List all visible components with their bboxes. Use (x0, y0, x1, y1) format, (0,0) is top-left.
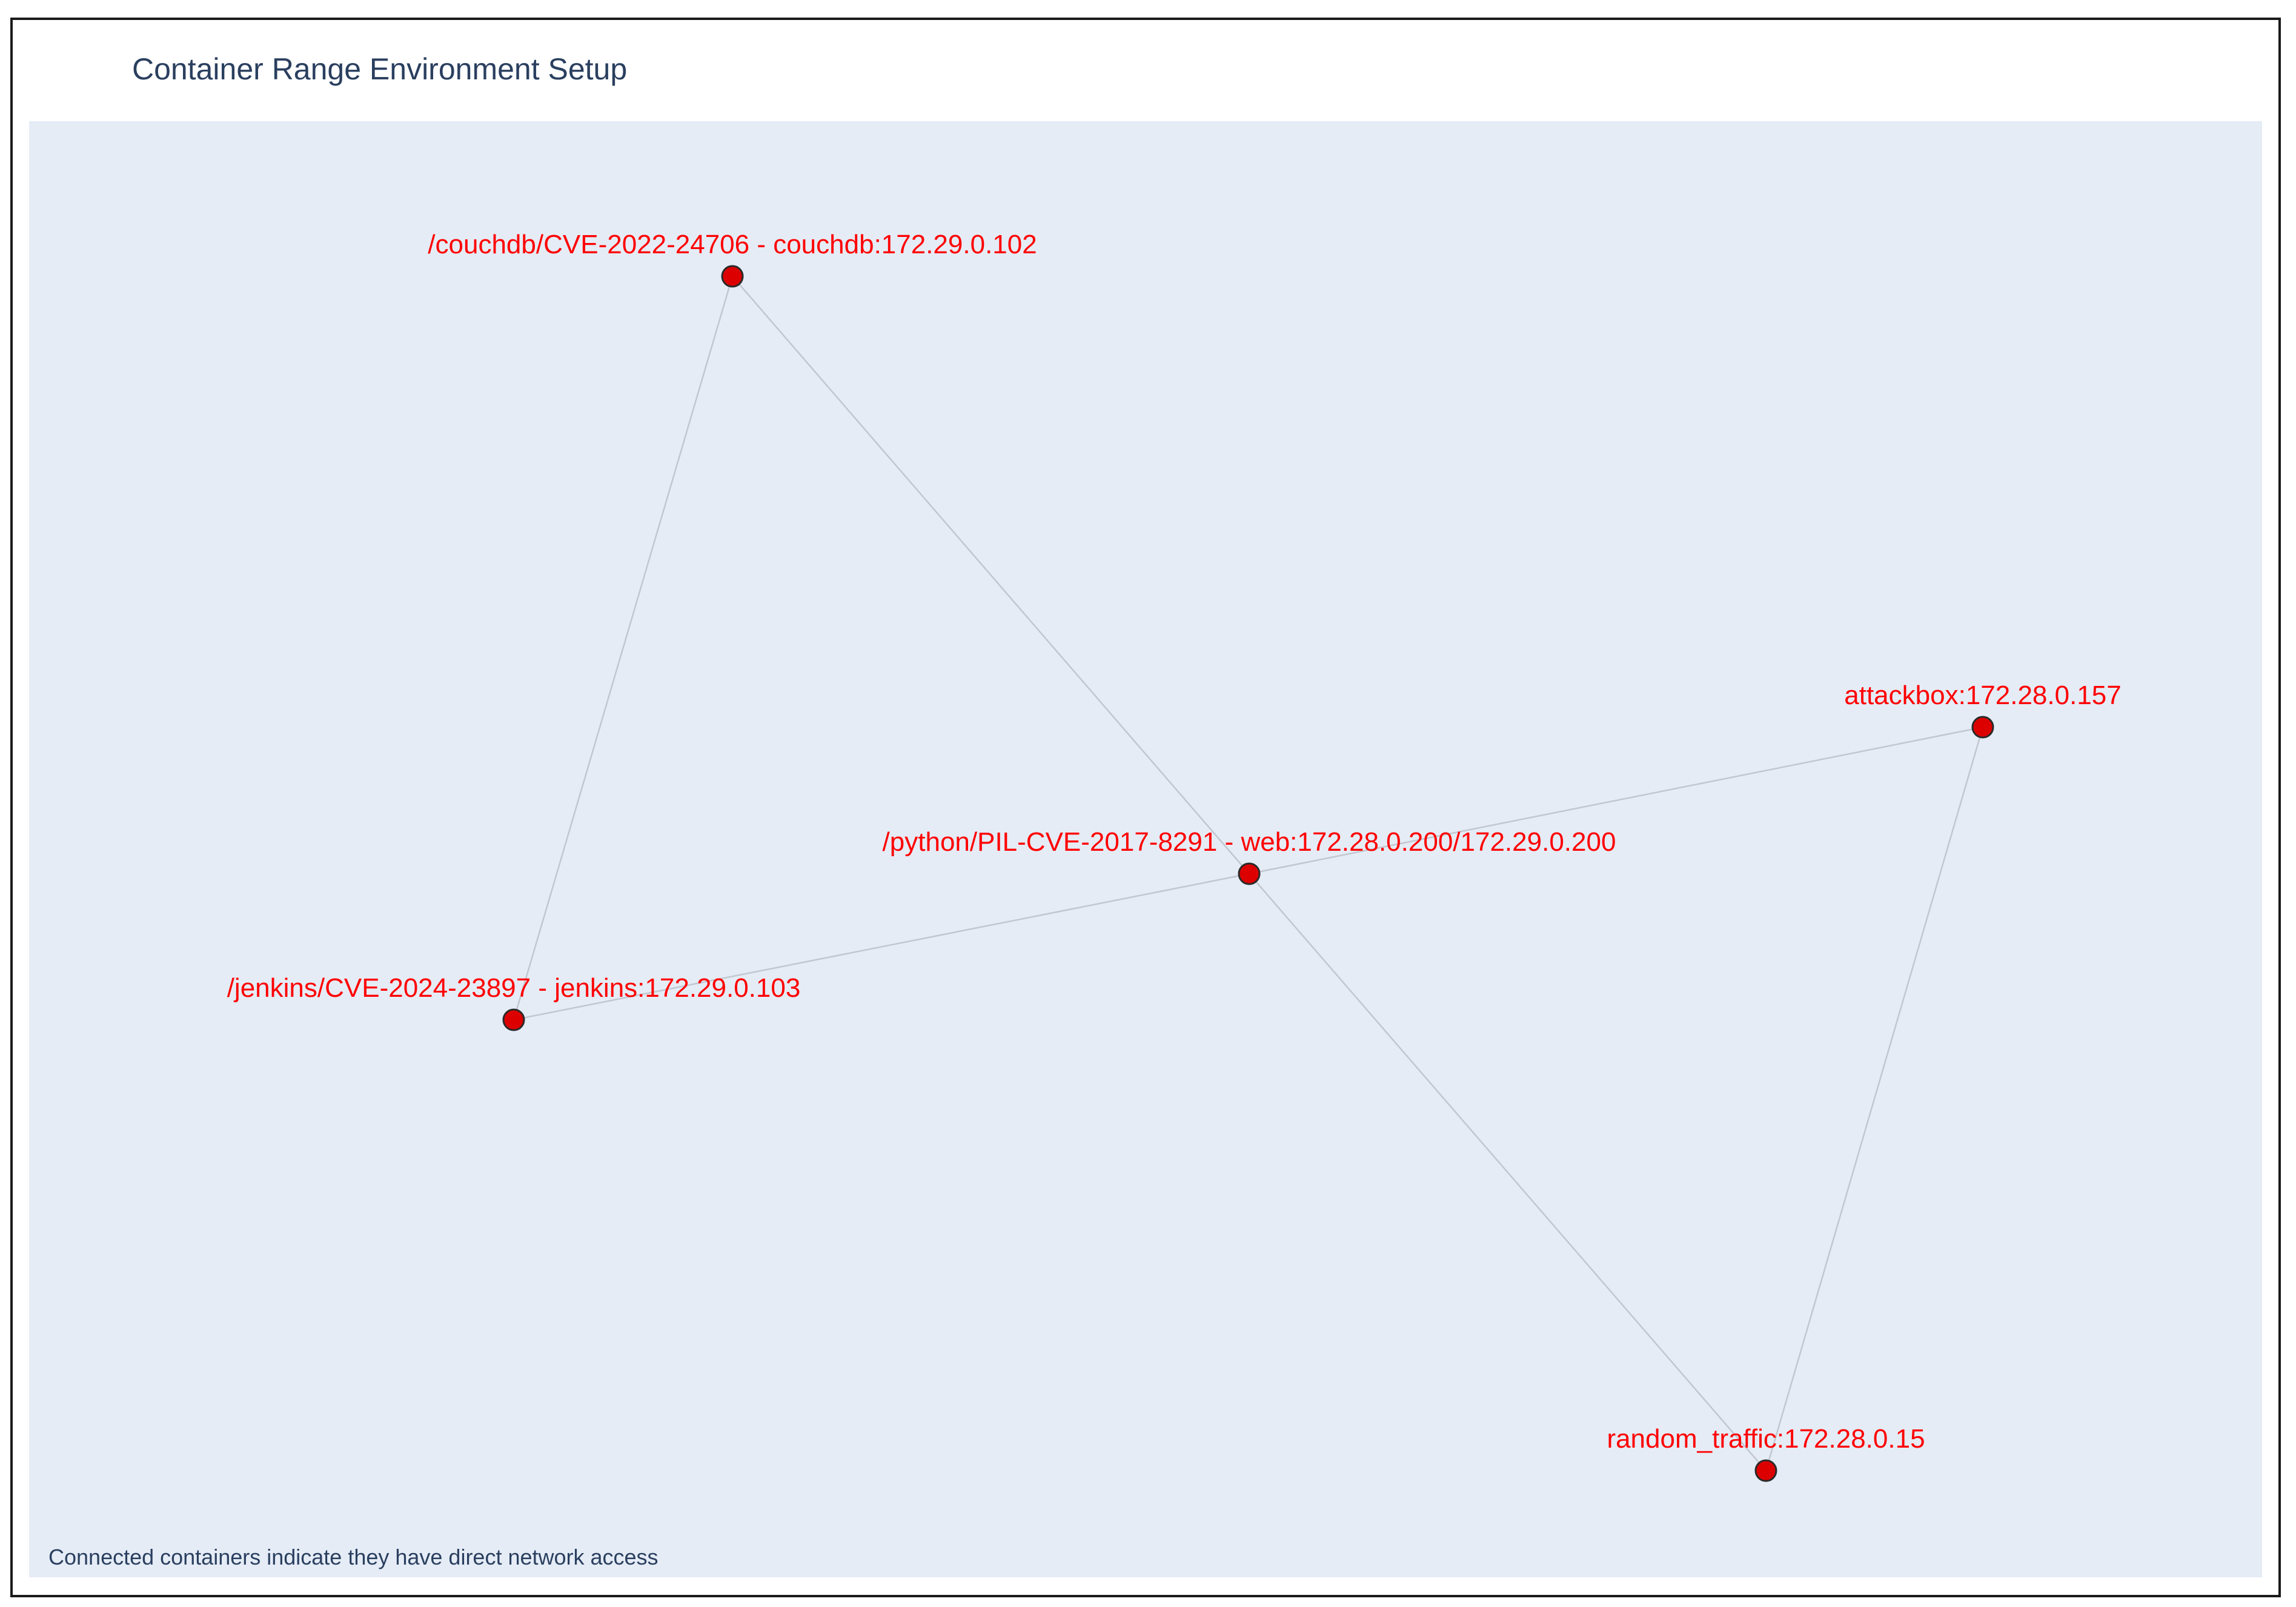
edge-jenkins-python-web (513, 873, 1250, 1021)
edge-python-web-random-traffic (1249, 873, 1767, 1471)
node-marker (1971, 716, 1994, 739)
node-random-traffic: random_traffic:172.28.0.15 (1607, 1424, 1925, 1482)
node-label: /couchdb/CVE-2022-24706 - couchdb:172.29… (428, 230, 1037, 259)
figure-title: Container Range Environment Setup (132, 52, 627, 86)
node-python-web: /python/PIL-CVE-2017-8291 - web:172.28.0… (883, 827, 1616, 885)
node-marker (1238, 862, 1261, 885)
network-access-note: Connected containers indicate they have … (48, 1545, 659, 1569)
edges-layer (513, 276, 1984, 1471)
node-marker (721, 265, 744, 288)
nodes-layer: /couchdb/CVE-2022-24706 - couchdb:172.29… (227, 230, 2122, 1482)
plot-area (29, 121, 2262, 1577)
edge-attackbox-random-traffic (1765, 727, 1984, 1471)
node-label: attackbox:172.28.0.157 (1844, 680, 2121, 710)
node-label: /jenkins/CVE-2024-23897 - jenkins:172.29… (227, 973, 801, 1003)
node-marker (1754, 1459, 1777, 1482)
node-marker (502, 1008, 525, 1031)
node-label: /python/PIL-CVE-2017-8291 - web:172.28.0… (883, 827, 1616, 857)
node-jenkins: /jenkins/CVE-2024-23897 - jenkins:172.29… (227, 973, 801, 1031)
edge-couchdb-python-web (732, 276, 1250, 874)
node-couchdb: /couchdb/CVE-2022-24706 - couchdb:172.29… (428, 230, 1037, 288)
edge-python-web-attackbox (1249, 726, 1983, 875)
edge-couchdb-jenkins (513, 276, 734, 1020)
node-label: random_traffic:172.28.0.15 (1607, 1424, 1925, 1454)
node-attackbox: attackbox:172.28.0.157 (1844, 680, 2122, 739)
